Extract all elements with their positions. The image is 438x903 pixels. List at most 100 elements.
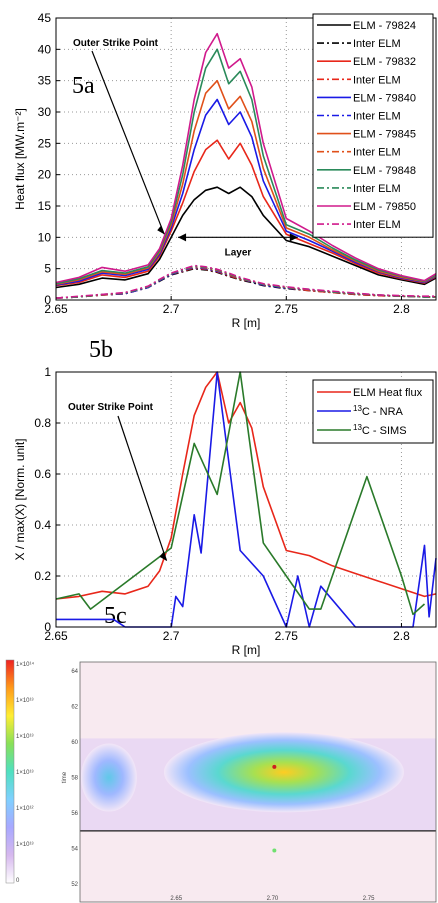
legend-label: Inter ELM (353, 38, 401, 50)
x-axis-label: R [m] (232, 316, 261, 330)
y-tick-label: 25 (38, 136, 52, 150)
y-tick-label: 62 (71, 704, 78, 710)
series-line-2 (55, 139, 437, 287)
layer-arrowhead-right (289, 233, 298, 242)
legend-superscript: 13 (353, 404, 362, 413)
annotation-strike-point: Outer Strike Point (68, 402, 154, 413)
x-tick-label: 2.7 (163, 302, 180, 316)
layer-arrowhead-left (178, 233, 187, 242)
series-line-10 (55, 32, 437, 284)
y-tick-label: 52 (71, 882, 78, 888)
legend-label: ELM - 79848 (353, 165, 416, 177)
legend-label: Inter ELM (353, 183, 401, 195)
y-tick-label: 0.8 (34, 416, 51, 430)
series-line-11 (55, 264, 436, 299)
y-tick-label: 30 (38, 105, 52, 119)
legend-text: ELM Heat flux (353, 387, 423, 399)
y-tick-label: 56 (71, 811, 78, 817)
colorbar-tick-label: 1×10¹⁴ (16, 661, 35, 668)
y-tick-label: 10 (38, 230, 52, 244)
heatmap-blob-main (163, 732, 404, 813)
legend-label: Inter ELM (353, 74, 401, 86)
y-tick-label: 0 (44, 620, 51, 634)
x-tick-label: 2.65 (44, 629, 68, 643)
y-tick-label: 0.2 (34, 569, 51, 583)
y-tick-label: 58 (71, 776, 78, 782)
plot-frame (55, 371, 437, 628)
x-tick-label: 2.65 (44, 302, 68, 316)
chart-5c: 1×10¹⁴ 1×10¹³ 1×10¹³ 1×10¹³ 1×10¹² 1×10¹³ 0 2.6… (5, 659, 437, 903)
y-axis-label: time (62, 771, 68, 783)
y-tick-label: 35 (38, 74, 52, 88)
annotation-arrowhead (157, 225, 165, 235)
series-line-0 (55, 371, 437, 600)
series-line-8 (55, 48, 437, 285)
series-line-6 (55, 79, 437, 286)
y-tick-label: 45 (38, 11, 52, 25)
legend-label: 13C - NRA (353, 404, 404, 418)
y-tick-label: 40 (38, 42, 52, 56)
x-tick-label: 2.75 (363, 896, 375, 902)
x-tick-label: 2.65 (170, 896, 182, 902)
legend-element: C (362, 425, 370, 437)
x-tick-label: 2.70 (267, 896, 279, 902)
legend-label: Inter ELM (353, 111, 401, 123)
colorbar-tick-label: 1×10¹³ (16, 698, 34, 704)
colorbar-tick-label: 1×10¹³ (16, 842, 34, 848)
annotation-strike-point: Outer Strike Point (73, 38, 159, 49)
legend-label: ELM - 79850 (353, 201, 416, 213)
y-tick-label: 20 (38, 168, 52, 182)
legend-label: 13C - SIMS (353, 423, 407, 437)
annotation-layer: Layer (225, 247, 252, 258)
x-tick-label: 2.8 (393, 629, 410, 643)
x-tick-label: 2.75 (275, 302, 299, 316)
legend-text: - SIMS (370, 425, 407, 437)
annotation-arrow (91, 50, 165, 235)
legend-label: Inter ELM (353, 219, 401, 231)
legend-text: - NRA (370, 406, 404, 418)
y-tick-label: 60 (71, 740, 78, 746)
y-axis-label: Heat flux [MW.m⁻²] (13, 108, 27, 210)
series-line-2 (55, 371, 426, 616)
annotation-arrow (117, 415, 168, 561)
colorbar-tick-label: 1×10¹² (16, 806, 34, 812)
chart-5b: 2.65 2.7 2.75 2.8 0 0.2 0.4 0.6 0.8 1 R [m] X / max… (13, 365, 437, 657)
chart-5a: 2.65 2.7 2.75 2.8 0 5 10 15 20 25 30 35 40 45 R [m] Hea… (13, 11, 437, 330)
colorbar-tick-label: 1×10¹³ (16, 770, 34, 776)
series-line-4 (55, 98, 437, 286)
colorbar-tick-label: 1×10¹³ (16, 734, 34, 740)
legend-box (312, 13, 434, 238)
x-tick-label: 2.7 (163, 629, 180, 643)
y-tick-label: 15 (38, 199, 52, 213)
y-tick-label: 54 (71, 847, 78, 853)
heatmap-blob-left (80, 743, 137, 812)
y-tick-label: 0.6 (34, 467, 51, 481)
panel-label-5a: 5a (72, 73, 95, 99)
y-tick-label: 0.4 (34, 518, 51, 532)
y-tick-label: 64 (71, 669, 78, 675)
legend-label: ELM - 79840 (353, 92, 416, 104)
panel-label-5b: 5b (89, 337, 113, 363)
y-tick-label: 1 (44, 365, 51, 379)
legend-label: ELM - 79824 (353, 20, 416, 32)
plot-frame (79, 661, 437, 903)
y-axis-label: X / max(X) [Norm. unit] (13, 438, 27, 560)
annotation-arrowhead (159, 551, 167, 561)
x-axis-label: R [m] (232, 643, 261, 657)
x-tick-label: 2.75 (275, 629, 299, 643)
series-line-0 (55, 186, 437, 289)
legend-label: ELM - 79845 (353, 129, 416, 141)
colorbar-tick-label: 0 (16, 878, 20, 884)
y-tick-label: 0 (44, 293, 51, 307)
legend-element: C (362, 406, 370, 418)
heatmap-dot (272, 848, 277, 853)
y-tick-label: 5 (44, 262, 51, 276)
heatmap-hot-dot (272, 764, 277, 769)
legend-superscript: 13 (353, 423, 362, 432)
panel-label-5c: 5c (104, 603, 127, 629)
plot-frame (55, 17, 437, 301)
x-tick-label: 2.8 (393, 302, 410, 316)
legend-label: Inter ELM (353, 147, 401, 159)
legend-label: ELM - 79832 (353, 56, 416, 68)
